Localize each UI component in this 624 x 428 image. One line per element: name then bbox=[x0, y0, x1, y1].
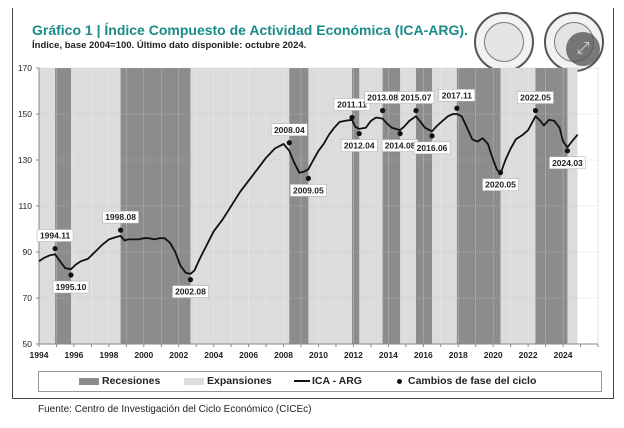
phase-change-label: 2011.11 bbox=[337, 99, 367, 109]
y-tick-label: 170 bbox=[18, 63, 32, 73]
source-note: Fuente: Centro de Investigación del Cicl… bbox=[38, 404, 312, 415]
phase-label-box bbox=[290, 184, 327, 197]
phase-change-point bbox=[532, 107, 539, 114]
phase-change-point bbox=[286, 140, 292, 146]
dot-swatch-icon bbox=[397, 378, 402, 384]
grid-lines bbox=[38, 67, 599, 345]
legend-item-cambios: Cambios de fase del ciclo bbox=[397, 375, 536, 387]
y-tick-label: 70 bbox=[23, 293, 33, 303]
phase-change-point bbox=[187, 277, 194, 283]
x-tick-label: 2004 bbox=[204, 350, 223, 360]
phase-label-box bbox=[52, 280, 90, 294]
phase-change-label: 2024.03 bbox=[552, 158, 583, 168]
phase-change-label: 2015.07 bbox=[401, 93, 432, 103]
phase-change-point bbox=[497, 170, 504, 176]
legend: Recesiones Expansiones ICA - ARG Cambios… bbox=[38, 371, 602, 392]
phase-change-label: 2014.08 bbox=[385, 141, 416, 151]
x-tick-label: 2010 bbox=[309, 350, 328, 360]
phase-change-point bbox=[356, 130, 362, 137]
phase-change-point bbox=[52, 245, 58, 252]
phase-change-point bbox=[380, 107, 386, 114]
x-tick-label: 2008 bbox=[274, 350, 293, 360]
y-tick-label: 90 bbox=[23, 247, 33, 257]
phase-change-label: 2016.06 bbox=[417, 143, 448, 153]
ica-arg-line bbox=[38, 113, 579, 275]
phase-label-box bbox=[517, 91, 554, 104]
legend-label: ICA - ARG bbox=[312, 375, 362, 387]
phase-change-point bbox=[397, 130, 403, 137]
phase-change-points: 1994.11 1995.10 1998.08 2002.08 2008.04 2009.… bbox=[36, 89, 586, 298]
x-tick-label: 2020 bbox=[484, 350, 503, 360]
phase-label-box bbox=[397, 91, 435, 104]
x-tick-label: 1998 bbox=[99, 350, 118, 360]
expansion-swatch-icon bbox=[184, 377, 204, 385]
x-tick-label: 2002 bbox=[169, 350, 188, 360]
seal-emblem-icon bbox=[484, 22, 524, 62]
chart-title: Gráfico 1 | Índice Compuesto de Activida… bbox=[32, 22, 468, 38]
ica-arg-line-group bbox=[38, 113, 579, 275]
recession-swatch-icon bbox=[79, 377, 99, 385]
y-tick-label: 130 bbox=[18, 155, 32, 165]
legend-item-expansiones: Expansiones bbox=[184, 375, 272, 387]
phase-label-box bbox=[438, 89, 476, 102]
phase-label-box bbox=[549, 156, 586, 170]
phase-label-box bbox=[102, 210, 139, 224]
phase-label-box bbox=[271, 123, 308, 136]
phase-change-label: 2009.05 bbox=[293, 185, 324, 195]
phase-change-label: 1994.11 bbox=[40, 231, 71, 241]
legend-item-ica-arg: ICA - ARG bbox=[294, 375, 362, 387]
phase-change-label: 2013.08 bbox=[367, 93, 398, 103]
line-swatch-icon bbox=[294, 380, 310, 383]
legend-item-recesiones: Recesiones bbox=[79, 375, 160, 387]
phase-change-label: 1998.08 bbox=[105, 212, 136, 222]
y-tick-label: 150 bbox=[18, 109, 32, 119]
x-tick-label: 2022 bbox=[519, 350, 538, 360]
x-tick-label: 2018 bbox=[449, 350, 468, 360]
legend-label: Expansiones bbox=[207, 375, 272, 387]
recession-band bbox=[415, 68, 433, 344]
phase-change-label: 2002.08 bbox=[175, 287, 206, 297]
expand-arrows-icon[interactable]: ⤢ bbox=[566, 32, 600, 66]
phase-change-point bbox=[429, 133, 435, 139]
x-tick-label: 2000 bbox=[134, 350, 153, 360]
phase-change-point bbox=[305, 175, 311, 181]
phase-change-label: 2012.04 bbox=[344, 141, 375, 151]
phase-change-label: 1995.10 bbox=[56, 282, 87, 292]
phase-change-label: 2008.04 bbox=[274, 125, 305, 135]
legend-label: Cambios de fase del ciclo bbox=[408, 375, 537, 387]
phase-change-point bbox=[413, 107, 419, 114]
x-tick-label: 1996 bbox=[64, 350, 83, 360]
phase-label-box bbox=[482, 178, 519, 191]
chart-subtitle: Índice, base 2004=100. Último dato dispo… bbox=[32, 40, 307, 51]
x-tick-label: 2006 bbox=[239, 350, 258, 360]
y-tick-label: 50 bbox=[23, 339, 33, 349]
phase-label-box bbox=[340, 139, 378, 152]
phase-label-box bbox=[36, 229, 74, 242]
phase-change-point bbox=[117, 227, 124, 233]
axes: 50 70 90 110 130 150 170 1994 1996 1998 2000 2002 20… bbox=[18, 63, 599, 360]
y-tick-label: 110 bbox=[18, 201, 32, 211]
phase-change-label: 2017.11 bbox=[442, 90, 473, 100]
phase-change-label: 2022.05 bbox=[520, 93, 551, 103]
phase-label-box bbox=[413, 141, 451, 155]
x-tick-label: 2012 bbox=[344, 350, 363, 360]
phase-label-box bbox=[172, 285, 209, 298]
x-tick-label: 2024 bbox=[554, 350, 573, 360]
x-tick-label: 2014 bbox=[379, 350, 398, 360]
phase-label-box bbox=[333, 98, 371, 111]
phase-change-point bbox=[68, 272, 74, 278]
phase-change-label: 2020.05 bbox=[485, 180, 516, 190]
x-tick-label: 2016 bbox=[414, 350, 433, 360]
phase-change-point bbox=[454, 105, 460, 111]
recession-band bbox=[289, 68, 309, 344]
legend-label: Recesiones bbox=[102, 375, 161, 387]
phase-change-point bbox=[349, 114, 355, 121]
x-tick-label: 1994 bbox=[30, 350, 49, 360]
phase-change-point bbox=[564, 148, 571, 154]
